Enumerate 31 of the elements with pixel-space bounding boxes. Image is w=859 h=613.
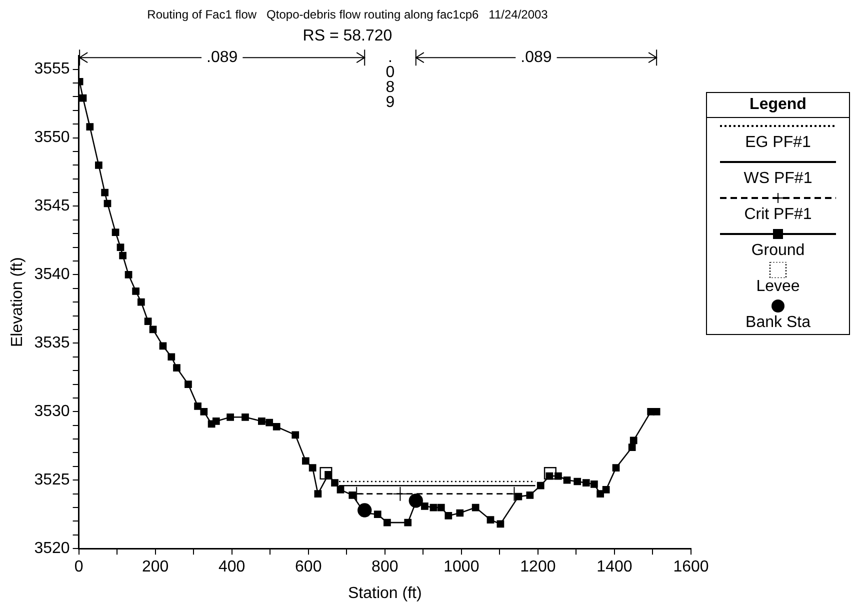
legend-label: Ground [750,242,806,260]
y-tick-label: 3545 [34,198,70,215]
y-axis-title: Elevation (ft) [9,257,26,348]
chart-subtitle: RS = 58.720 [302,27,392,44]
annotation: .089 [386,49,395,112]
legend-label: WS PF#1 [742,170,814,188]
x-tick-label: 1400 [596,558,632,576]
y-tick-label: 3535 [34,334,70,352]
annotation: .089 [520,49,552,66]
y-tick-label: 3530 [34,403,70,420]
y-tick-label: 3550 [34,129,70,146]
y-tick-label: 3525 [34,472,70,489]
y-tick-label: 3540 [34,266,70,284]
x-axis-title: Station (ft) [348,584,422,602]
x-tick-label: 1200 [520,558,556,576]
annotation: .089 [206,49,238,66]
y-tick-label: 3520 [34,540,70,558]
legend-label: EG PF#1 [744,134,812,152]
x-tick-label: 400 [218,558,246,576]
x-tick-label: 200 [142,558,169,576]
legend-label: Crit PF#1 [743,206,813,224]
chart-title: Routing of Fac1 flow Qtopo-debris flow routing along fac1cp6 11/24/2003 [147,8,548,22]
x-tick-label: 800 [372,558,398,576]
legend-label: Bank Sta [744,314,812,332]
x-tick-label: 1600 [673,558,709,576]
y-tick-label: 3555 [34,60,70,78]
x-tick-label: 600 [295,558,322,576]
legend-title: Legend [707,93,849,118]
x-tick-label: 0 [74,558,84,576]
legend-label: Levee [755,278,801,296]
x-tick-label: 1000 [444,558,480,576]
